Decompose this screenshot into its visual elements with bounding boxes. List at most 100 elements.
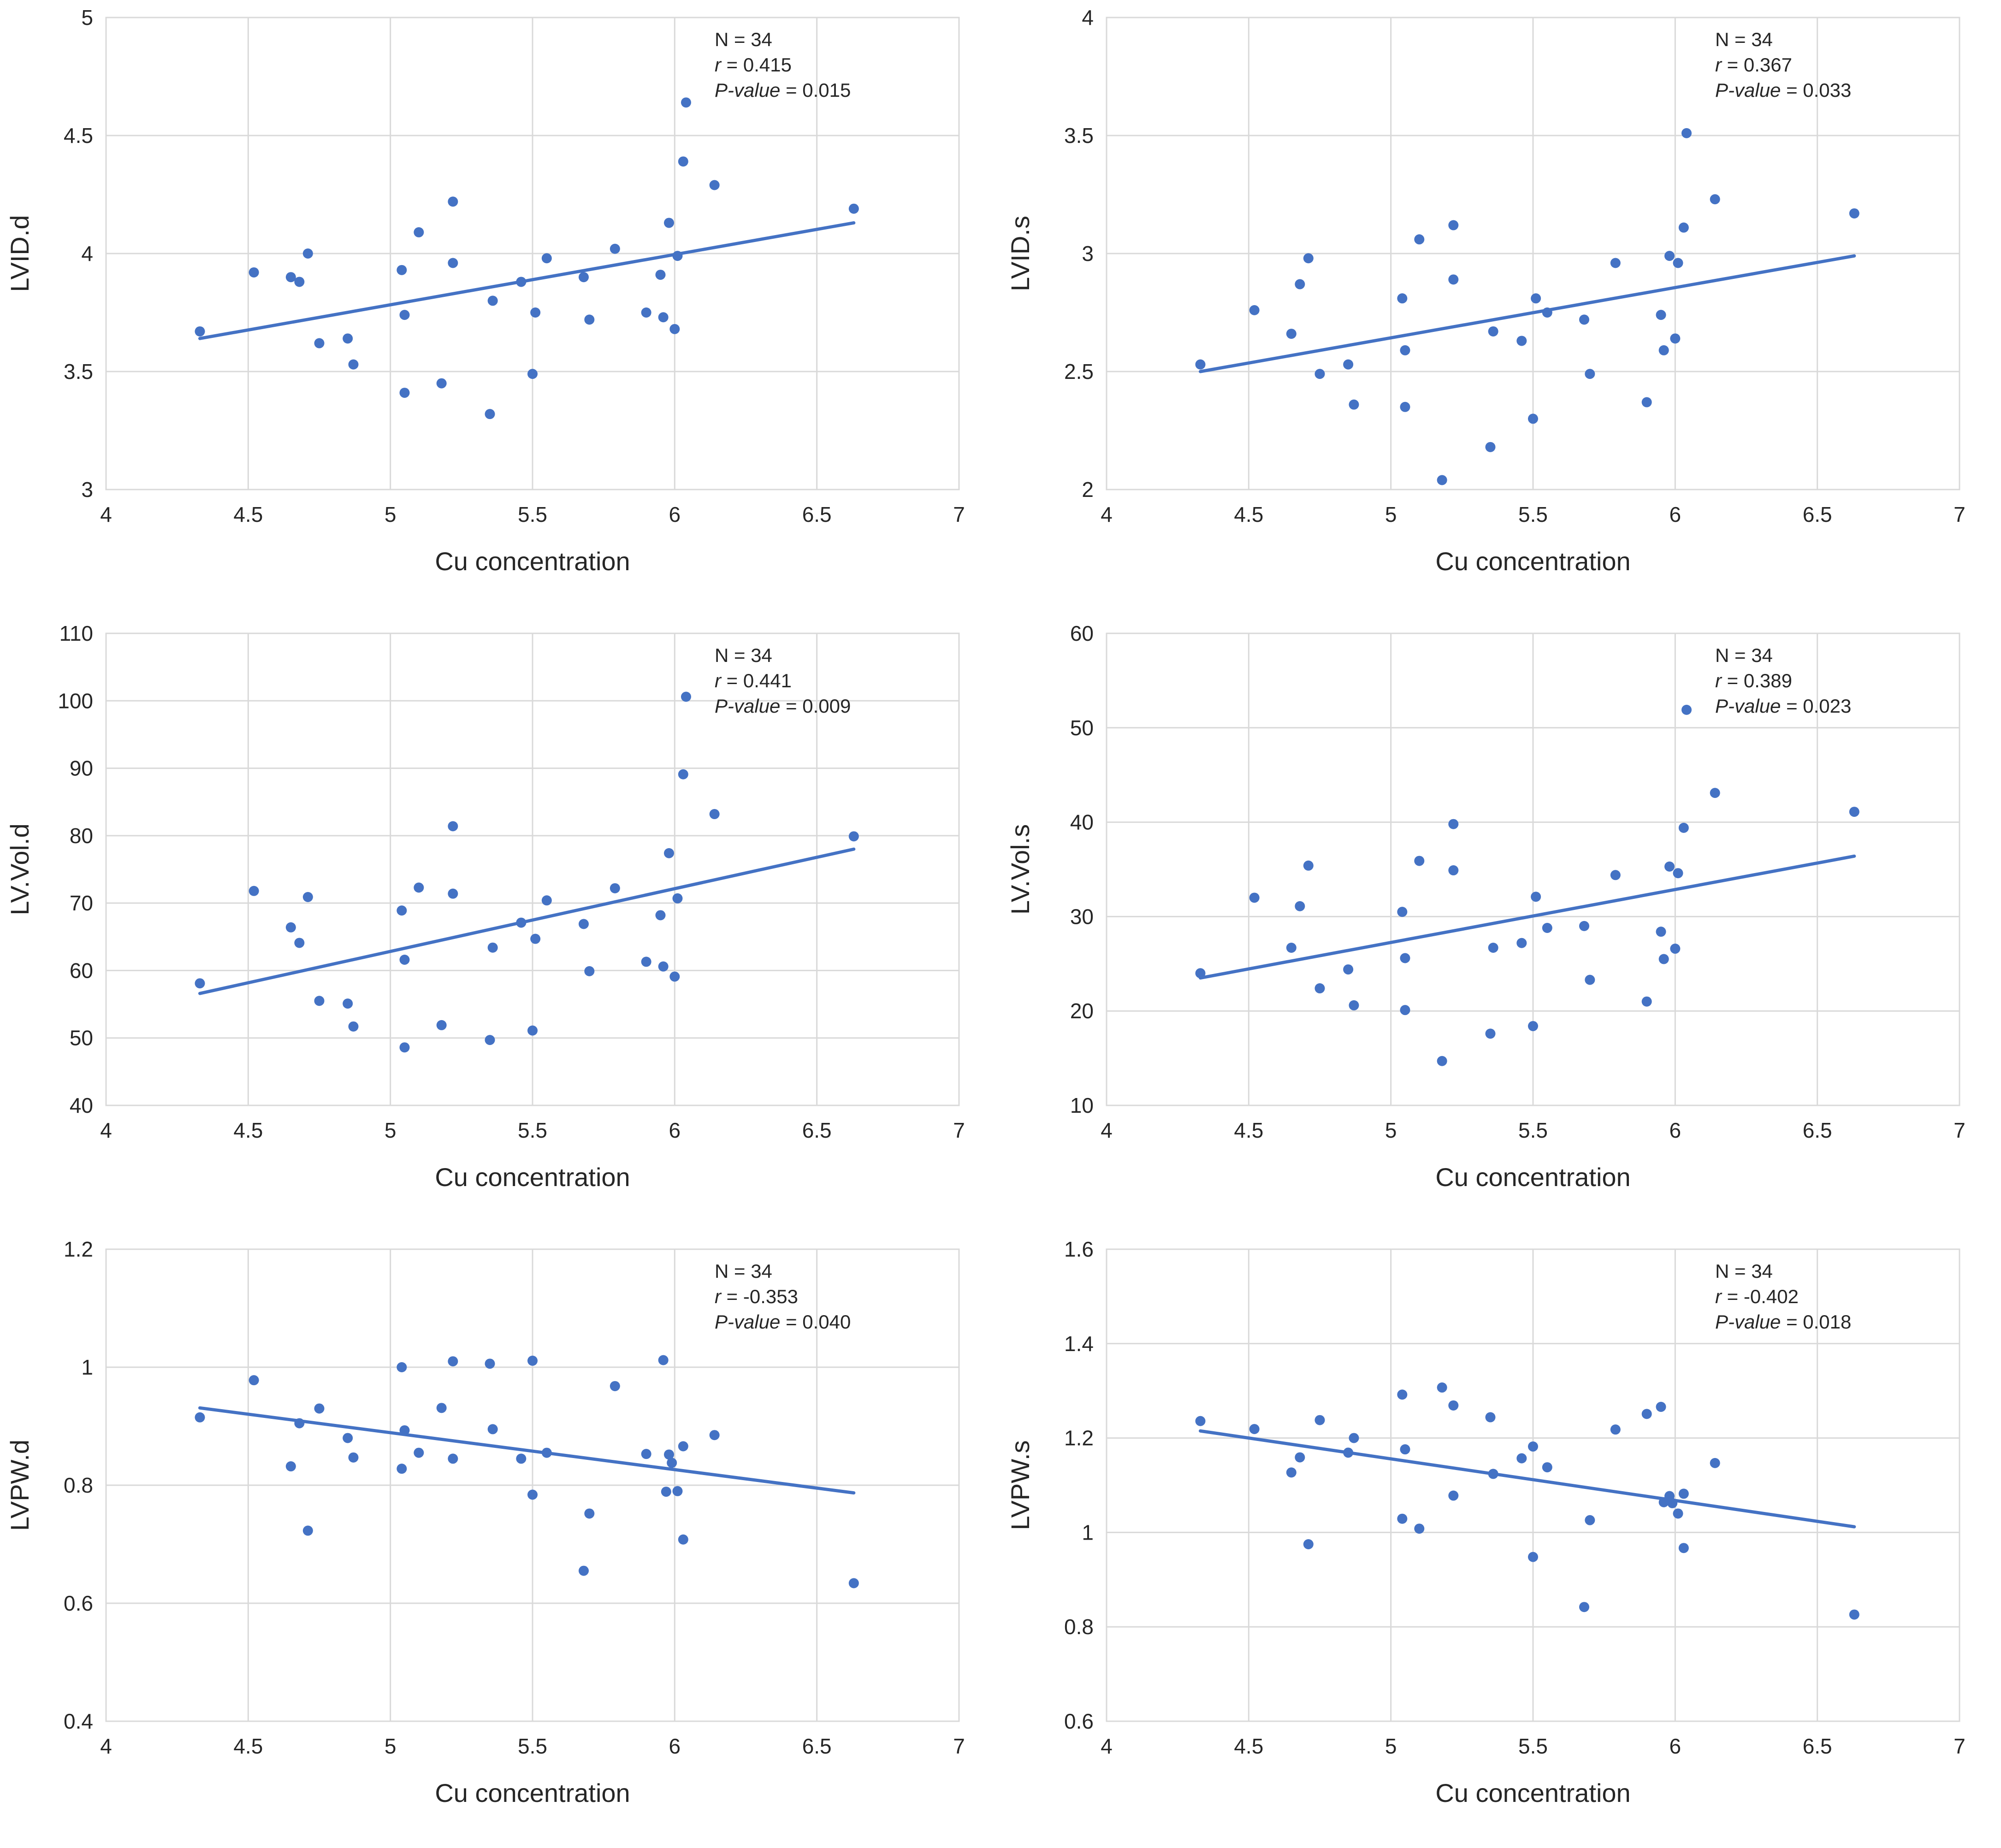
data-point bbox=[1678, 822, 1689, 833]
stat-n: N = 34 bbox=[715, 29, 772, 50]
data-point bbox=[1314, 1415, 1325, 1425]
data-point bbox=[1195, 359, 1206, 370]
plot-area-frame bbox=[1106, 1248, 1960, 1722]
data-point bbox=[448, 258, 458, 268]
data-point bbox=[641, 1449, 651, 1459]
x-tick-label: 5 bbox=[1385, 1118, 1397, 1142]
y-tick-label: 70 bbox=[70, 891, 93, 915]
data-point bbox=[249, 267, 259, 277]
data-point bbox=[1249, 892, 1260, 903]
data-point bbox=[1414, 856, 1425, 866]
x-tick-label: 7 bbox=[1954, 502, 1965, 526]
trendline bbox=[1199, 854, 1856, 980]
data-point bbox=[1485, 1028, 1496, 1039]
x-tick-label: 6 bbox=[669, 502, 681, 526]
y-tick-label: 60 bbox=[1070, 621, 1094, 645]
trendline bbox=[1199, 254, 1856, 373]
data-point bbox=[1488, 1469, 1498, 1479]
data-point bbox=[1516, 938, 1527, 948]
data-point bbox=[1286, 942, 1297, 953]
data-point bbox=[541, 895, 552, 906]
data-point bbox=[658, 1355, 669, 1365]
stat-p: P-value = 0.033 bbox=[1715, 79, 1851, 101]
data-point bbox=[1670, 333, 1681, 344]
data-point bbox=[1528, 1021, 1538, 1031]
data-point bbox=[1448, 865, 1459, 876]
data-point bbox=[641, 307, 651, 318]
stat-p: P-value = 0.018 bbox=[1715, 1311, 1851, 1333]
stat-p-value: = 0.033 bbox=[1781, 79, 1851, 101]
data-point bbox=[1349, 1433, 1359, 1443]
data-point bbox=[1516, 1453, 1527, 1464]
data-point bbox=[1488, 326, 1498, 337]
x-tick-label: 6.5 bbox=[1803, 1118, 1832, 1142]
data-point bbox=[584, 1508, 595, 1519]
x-tick-label: 4 bbox=[100, 1118, 112, 1142]
data-point bbox=[314, 1403, 325, 1414]
x-axis-title: Cu concentration bbox=[435, 547, 630, 576]
data-point bbox=[527, 1025, 538, 1036]
stat-p-label: P-value bbox=[1715, 1311, 1781, 1333]
data-point bbox=[541, 253, 552, 264]
trendline bbox=[1199, 1429, 1856, 1529]
data-point bbox=[1681, 128, 1692, 138]
data-point bbox=[249, 886, 259, 896]
plot-area-frame bbox=[105, 17, 960, 490]
y-tick-label: 30 bbox=[1070, 904, 1094, 928]
y-tick-label: 4.5 bbox=[64, 124, 93, 148]
data-point bbox=[195, 1412, 205, 1423]
data-point bbox=[678, 1441, 688, 1452]
x-tick-label: 6 bbox=[669, 1118, 681, 1142]
data-point bbox=[1448, 1400, 1459, 1411]
x-tick-label: 4 bbox=[100, 1734, 112, 1758]
data-points bbox=[195, 691, 859, 1053]
data-point bbox=[641, 956, 651, 967]
stat-p: P-value = 0.015 bbox=[715, 79, 851, 101]
data-point bbox=[664, 1449, 674, 1460]
data-point bbox=[348, 359, 359, 370]
y-tick-label: 1.4 bbox=[1064, 1332, 1094, 1356]
plot-area-frame bbox=[1106, 17, 1960, 490]
data-point bbox=[1664, 251, 1675, 261]
chart-panel-lvid-d: 4 4.5 5 5.5 6 6.5 7 3 3.5 4 4.5 5 Cu concentration LV… bbox=[0, 0, 1000, 616]
stats-annotation: N = 34 r = 0.415 P-value = 0.015 bbox=[715, 29, 851, 101]
x-tick-label: 6.5 bbox=[1803, 502, 1832, 526]
data-point bbox=[672, 251, 683, 261]
data-point bbox=[397, 1362, 407, 1372]
data-point bbox=[399, 1425, 410, 1435]
stat-n: N = 34 bbox=[1715, 29, 1773, 50]
data-point bbox=[1656, 927, 1666, 937]
data-point bbox=[1295, 1452, 1305, 1463]
x-axis-title: Cu concentration bbox=[1435, 1778, 1630, 1807]
trendline bbox=[198, 221, 856, 340]
data-point bbox=[1585, 369, 1595, 379]
x-tick-label: 6.5 bbox=[802, 1734, 832, 1758]
data-point bbox=[1678, 222, 1689, 233]
trendline bbox=[198, 847, 856, 995]
data-point bbox=[1678, 1543, 1689, 1553]
data-point bbox=[1488, 942, 1498, 953]
data-point bbox=[1448, 819, 1459, 829]
data-points bbox=[195, 1355, 859, 1588]
data-point bbox=[527, 369, 538, 379]
data-point bbox=[1641, 397, 1652, 407]
data-point bbox=[1397, 1389, 1408, 1400]
data-points bbox=[1195, 704, 1859, 1066]
stat-p: P-value = 0.023 bbox=[1715, 695, 1851, 717]
chart-panel-lv-vol-s: 4 4.5 5 5.5 6 6.5 7 10 20 30 40 50 60 Cu concentratio… bbox=[1000, 616, 2001, 1232]
data-point bbox=[485, 409, 495, 419]
stat-r: r = 0.367 bbox=[1715, 54, 1792, 76]
data-point bbox=[1400, 953, 1410, 963]
data-point bbox=[1286, 1467, 1297, 1478]
y-tick-label: 1 bbox=[1082, 1520, 1094, 1544]
y-tick-label: 4 bbox=[1082, 6, 1094, 30]
data-point bbox=[678, 156, 688, 167]
x-tick-label: 6 bbox=[1669, 502, 1681, 526]
data-point bbox=[1249, 1424, 1260, 1435]
data-point bbox=[1448, 274, 1459, 285]
data-point bbox=[1710, 788, 1720, 798]
data-point bbox=[1448, 220, 1459, 230]
data-point bbox=[436, 378, 447, 389]
data-point bbox=[661, 1487, 671, 1497]
y-tick-label: 50 bbox=[1070, 716, 1094, 740]
